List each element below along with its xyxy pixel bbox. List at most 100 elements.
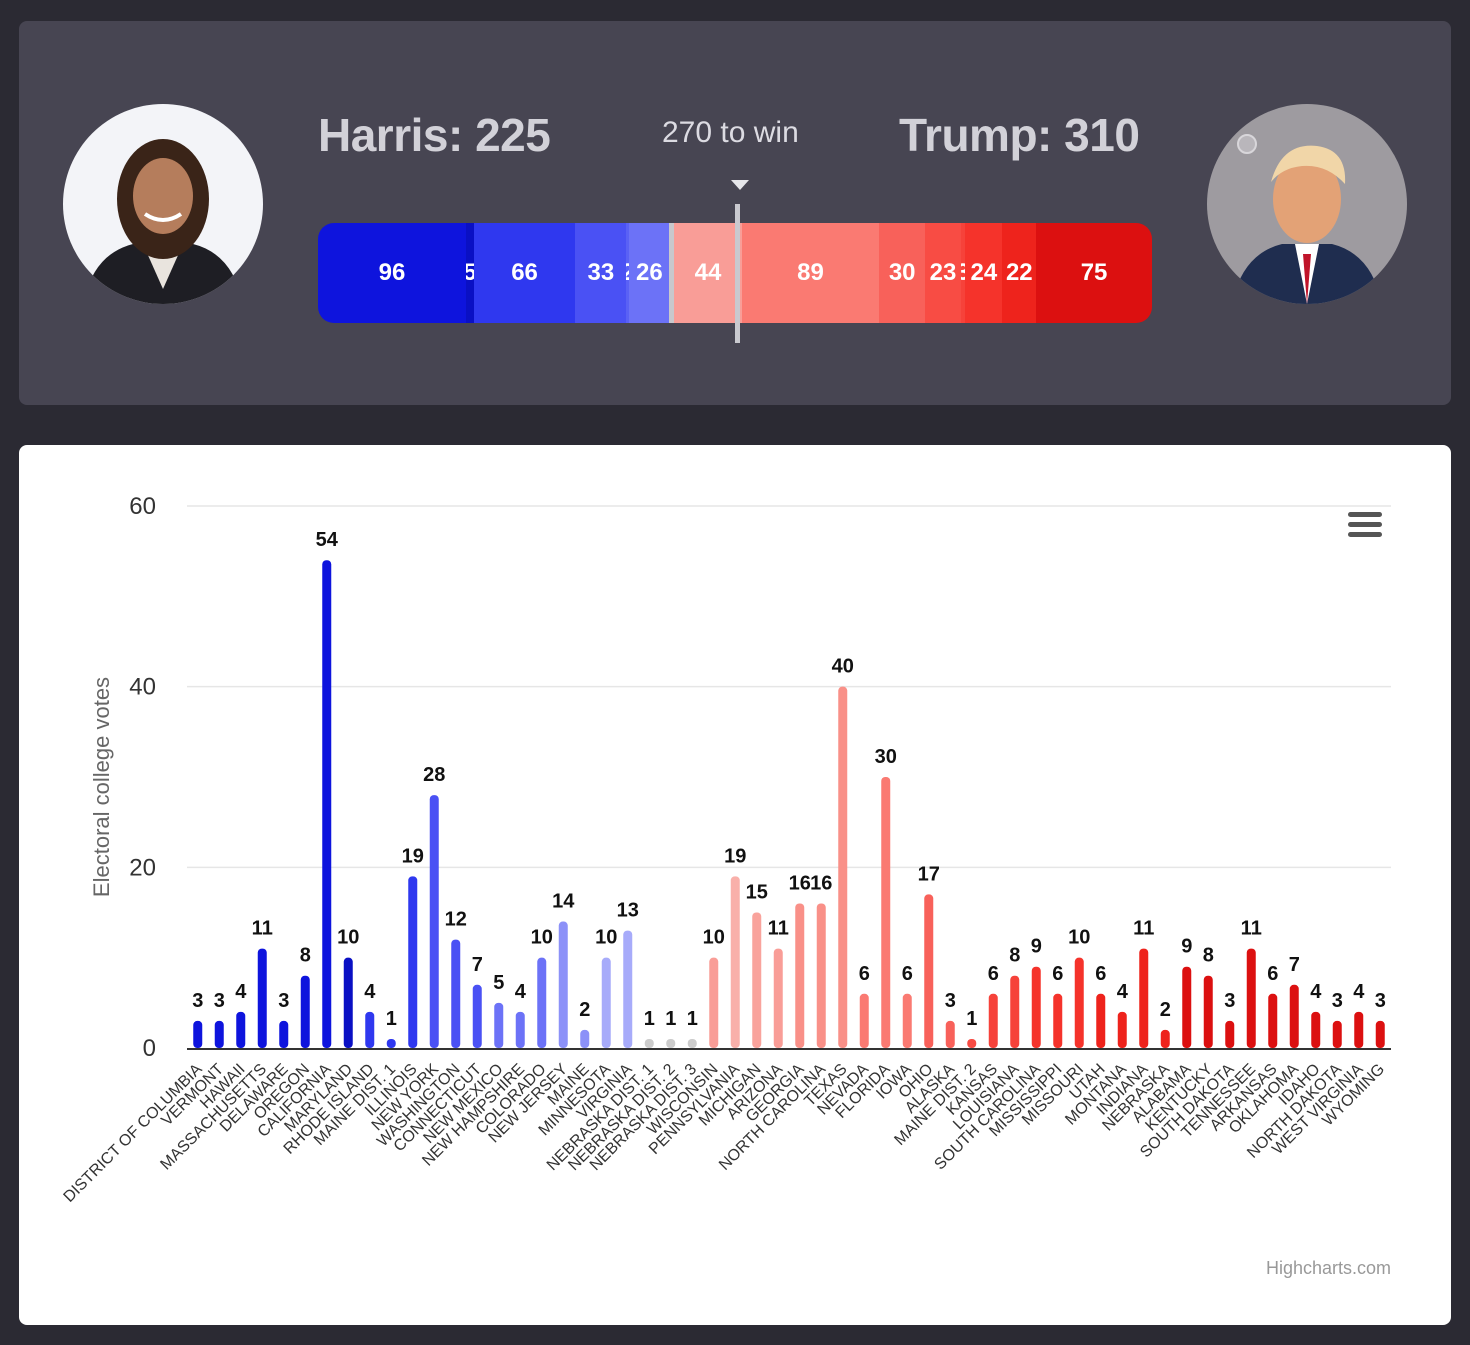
bar <box>1354 1011 1364 1048</box>
bar-segment <box>669 223 675 323</box>
bar <box>1096 993 1106 1048</box>
data-label: 6 <box>988 963 999 985</box>
bar-segment: 23 <box>925 223 961 323</box>
data-label: 2 <box>579 999 590 1021</box>
bar <box>1268 993 1278 1048</box>
data-label: 16 <box>810 872 832 894</box>
data-label: 7 <box>1289 954 1300 976</box>
data-label: 4 <box>1117 981 1129 1003</box>
harris-photo-icon <box>63 104 263 304</box>
threshold-pointer-icon <box>731 180 749 190</box>
harris-avatar <box>63 104 263 304</box>
bar <box>816 903 826 1048</box>
bar-segment: 24 <box>965 223 1003 323</box>
bar <box>515 1011 525 1048</box>
bar <box>859 993 869 1048</box>
bar <box>924 894 934 1048</box>
bar <box>709 957 719 1048</box>
bar <box>1203 975 1213 1048</box>
bar-segment: 22 <box>1002 223 1037 323</box>
bar-segment: 30 <box>879 223 926 323</box>
bar <box>451 939 461 1048</box>
bar <box>236 1011 246 1048</box>
bar <box>1182 966 1192 1048</box>
bar <box>623 930 633 1048</box>
bar <box>1160 1029 1170 1048</box>
chart-panel: 0 20 40 60 Electoral college votes 3 DISTRICT … <box>19 445 1451 1325</box>
x-tick-label: DISTRICT OF COLUMBIA <box>61 1061 206 1206</box>
data-label: 6 <box>1267 963 1278 985</box>
data-label: 3 <box>278 990 289 1012</box>
bar <box>279 1020 289 1048</box>
harris-total-label: Harris: 225 <box>318 109 551 161</box>
data-label: 19 <box>724 845 746 867</box>
data-label: 40 <box>832 656 854 678</box>
data-label: 13 <box>617 900 639 922</box>
bar <box>472 984 482 1048</box>
data-label: 6 <box>1052 963 1063 985</box>
bar-segment: 75 <box>1036 223 1152 323</box>
data-label: 9 <box>1031 936 1042 958</box>
bar-segment: 96 <box>318 223 466 323</box>
bar <box>343 957 353 1048</box>
y-tick-label: 20 <box>129 854 156 881</box>
data-label: 6 <box>902 963 913 985</box>
data-label: 3 <box>1224 990 1235 1012</box>
trump-avatar <box>1207 104 1407 304</box>
state-bar-chart: 0 20 40 60 Electoral college votes 3 DISTRICT … <box>61 493 1391 1206</box>
y-tick-label: 40 <box>129 674 156 701</box>
data-label: 10 <box>595 927 617 949</box>
bar <box>322 560 332 1048</box>
data-label: 12 <box>445 909 467 931</box>
bar <box>1332 1020 1342 1048</box>
data-label: 10 <box>337 927 359 949</box>
bar <box>214 1020 224 1048</box>
data-label: 3 <box>945 990 956 1012</box>
data-label: 8 <box>1009 945 1020 967</box>
bar-segment: 5 <box>465 223 474 323</box>
data-label: 10 <box>1068 927 1090 949</box>
data-label: 8 <box>300 945 311 967</box>
data-label: 4 <box>515 981 527 1003</box>
bar-segment: 26 <box>629 223 670 323</box>
data-label: 15 <box>746 882 768 904</box>
data-label: 4 <box>235 981 247 1003</box>
bar <box>773 948 783 1048</box>
bar-segment: 2 <box>626 223 630 323</box>
bar-segment: 66 <box>473 223 576 323</box>
threshold-line <box>735 204 740 343</box>
data-label: 3 <box>1332 990 1343 1012</box>
y-tick-label: 60 <box>129 493 156 520</box>
data-label: 1 <box>644 1008 655 1030</box>
y-tick-label: 0 <box>143 1035 156 1062</box>
bar <box>494 1002 504 1048</box>
chart-credit[interactable]: Highcharts.com <box>1265 1258 1391 1278</box>
bar <box>1225 1020 1235 1048</box>
data-label: 19 <box>402 845 424 867</box>
bar <box>386 1038 396 1048</box>
data-label: 11 <box>252 918 273 940</box>
bar <box>1289 984 1299 1048</box>
bar <box>429 795 439 1048</box>
data-label: 1 <box>966 1008 977 1030</box>
data-label: 11 <box>768 918 789 940</box>
bar <box>881 777 891 1048</box>
bar <box>988 993 998 1048</box>
chart-menu-icon[interactable] <box>1348 512 1382 540</box>
trump-total-label: Trump: 310 <box>899 109 1140 161</box>
data-label: 28 <box>423 764 445 786</box>
bar <box>1117 1011 1127 1048</box>
data-label: 4 <box>364 981 376 1003</box>
bar <box>967 1038 977 1048</box>
bar <box>1139 948 1149 1048</box>
trump-photo-icon <box>1207 104 1407 304</box>
bar-segment: 33 <box>575 223 627 323</box>
data-label: 1 <box>665 1008 676 1030</box>
bar <box>666 1038 676 1048</box>
data-label: 11 <box>1241 918 1262 940</box>
bar <box>558 921 568 1048</box>
bar <box>1074 957 1084 1048</box>
bar <box>730 876 740 1048</box>
bar <box>580 1029 590 1048</box>
data-label: 6 <box>1095 963 1106 985</box>
